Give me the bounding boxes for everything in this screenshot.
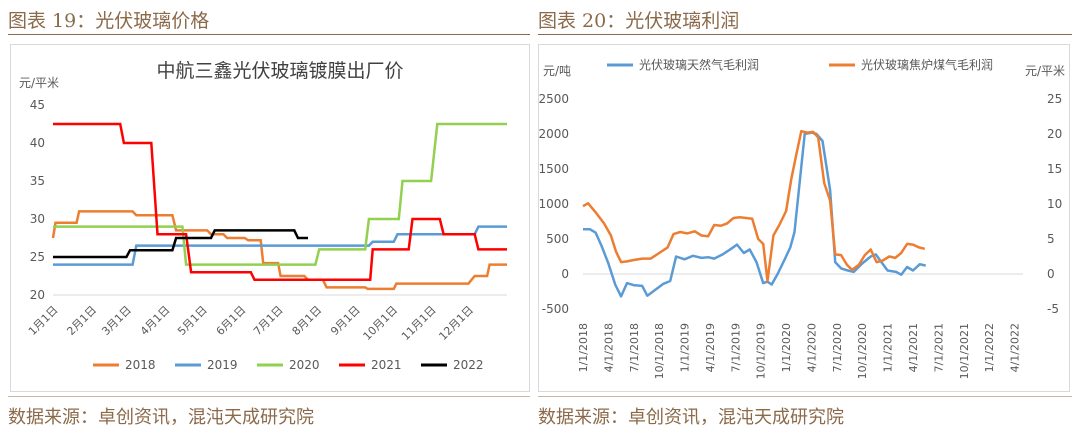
x-tick-label: 10/1/2020 — [856, 323, 869, 379]
x-tick-label: 4/1/2022 — [1009, 323, 1022, 372]
x-tick-label: 10/1/2021 — [958, 323, 971, 379]
series-line-2021 — [53, 122, 507, 282]
y-tick-label: 20 — [30, 288, 45, 302]
x-tick-label: 4月1日 — [138, 303, 173, 338]
x-tick-label: 7/1/2018 — [628, 323, 641, 372]
series-line-1 — [582, 129, 926, 283]
y-tick-label: 500 — [546, 232, 569, 246]
x-tick-label: 1/1/2021 — [882, 323, 895, 372]
y2-tick-label: 5 — [1047, 232, 1055, 246]
y2-tick-label: -5 — [1047, 302, 1059, 316]
source-rule — [8, 396, 530, 397]
y-tick-label: 25 — [30, 250, 45, 264]
profit-chart-box: 元/吨 元/平米 -500 0 500 1000 1500 2000 2500 -5 0 5 10 15 2… — [538, 44, 1070, 392]
x-tick-label: 7/1/2021 — [932, 323, 945, 372]
x-tick-label: 10/1/2018 — [653, 323, 666, 379]
y-axis-label: 元/吨 — [543, 64, 571, 78]
legend-label-2022: 2022 — [453, 358, 484, 372]
title-rule — [8, 34, 530, 35]
series-line-2019 — [53, 225, 507, 266]
x-tick-label: 4/1/2020 — [805, 323, 818, 372]
figure-title-20: 图表 20：光伏玻璃利润 — [538, 10, 740, 32]
y-tick-label: 2000 — [539, 127, 569, 141]
y-tick-label: -500 — [542, 302, 569, 316]
y-tick-label: 1000 — [539, 197, 569, 211]
x-tick-label: 7/1/2020 — [831, 323, 844, 372]
legend-label-2019: 2019 — [207, 358, 238, 372]
series-line-2018 — [51, 210, 507, 291]
y-axis-label: 元/平米 — [19, 76, 59, 90]
x-tick-label: 8月1日 — [290, 303, 325, 338]
series-line-0 — [583, 131, 926, 298]
x-tick-label: 9月1日 — [328, 303, 363, 338]
x-tick-label: 7月1日 — [251, 303, 286, 338]
x-tick-label: 3月1日 — [99, 303, 134, 338]
source-note: 数据来源：卓创资讯，混沌天成研究院 — [538, 407, 844, 428]
x-tick-label: 1/1/2020 — [780, 323, 793, 372]
price-chart-box: 中航三鑫光伏玻璃镀膜出厂价元/平米 20 25 30 35 40 45 1月1日 2月1日 3月1… — [10, 44, 530, 392]
x-tick-label: 10月1日 — [361, 303, 401, 343]
series-line-2020 — [53, 122, 507, 266]
x-tick-label: 1/1/2018 — [577, 323, 590, 372]
x-tick-label: 12月1日 — [436, 303, 476, 343]
x-tick-label: 1/1/2019 — [679, 323, 692, 372]
profit-chart: 元/吨 元/平米 -500 0 500 1000 1500 2000 2500 -5 0 5 10 15 2… — [538, 57, 1065, 379]
y-tick-label: 0 — [561, 267, 569, 281]
x-tick-label: 1/1/2022 — [983, 323, 996, 372]
y-tick-label: 40 — [30, 136, 45, 150]
x-tick-label: 4/1/2021 — [907, 323, 920, 372]
chart-title: 中航三鑫光伏玻璃镀膜出厂价 — [156, 60, 403, 82]
y-tick-label: 45 — [30, 98, 45, 112]
y2-tick-label: 10 — [1047, 197, 1062, 211]
legend-label-2020: 2020 — [289, 358, 320, 372]
y-tick-label: 2500 — [539, 92, 569, 106]
x-tick-label: 4/1/2018 — [602, 323, 615, 372]
left-panel: 图表 19：光伏玻璃价格 中航三鑫光伏玻璃镀膜出厂价元/平米 20 25 30 35 40… — [8, 0, 530, 435]
source-rule — [538, 396, 1072, 397]
series-line-2022 — [53, 229, 308, 259]
y2-tick-label: 20 — [1047, 127, 1062, 141]
right-panel: 图表 20：光伏玻璃利润 元/吨 元/平米 -500 0 500 1000 1500 2000… — [538, 0, 1072, 435]
x-tick-label: 6月1日 — [214, 303, 249, 338]
x-tick-label: 2月1日 — [64, 303, 99, 338]
legend-label-0: 光伏玻璃天然气毛利润 — [639, 57, 759, 72]
y-tick-label: 35 — [30, 174, 45, 188]
y2-tick-label: 25 — [1047, 92, 1062, 106]
title-rule — [538, 34, 1072, 35]
x-tick-label: 7/1/2019 — [729, 323, 742, 372]
source-note: 数据来源：卓创资讯，混沌天成研究院 — [8, 407, 314, 428]
y-tick-label: 30 — [30, 212, 45, 226]
x-tick-label: 10/1/2019 — [755, 323, 768, 379]
legend-label-2021: 2021 — [371, 358, 402, 372]
x-tick-label: 4/1/2019 — [704, 323, 717, 372]
y-tick-label: 1500 — [539, 162, 569, 176]
y2-tick-label: 15 — [1047, 162, 1062, 176]
legend-label-2018: 2018 — [125, 358, 156, 372]
x-tick-label: 1月1日 — [26, 303, 61, 338]
y2-tick-label: 0 — [1047, 267, 1055, 281]
y2-axis-label: 元/平米 — [1025, 64, 1065, 78]
legend-label-1: 光伏玻璃焦炉煤气毛利润 — [861, 57, 993, 72]
x-tick-label: 11月1日 — [399, 303, 439, 343]
x-tick-label: 5月1日 — [175, 303, 210, 338]
figure-title-19: 图表 19：光伏玻璃价格 — [8, 10, 210, 32]
